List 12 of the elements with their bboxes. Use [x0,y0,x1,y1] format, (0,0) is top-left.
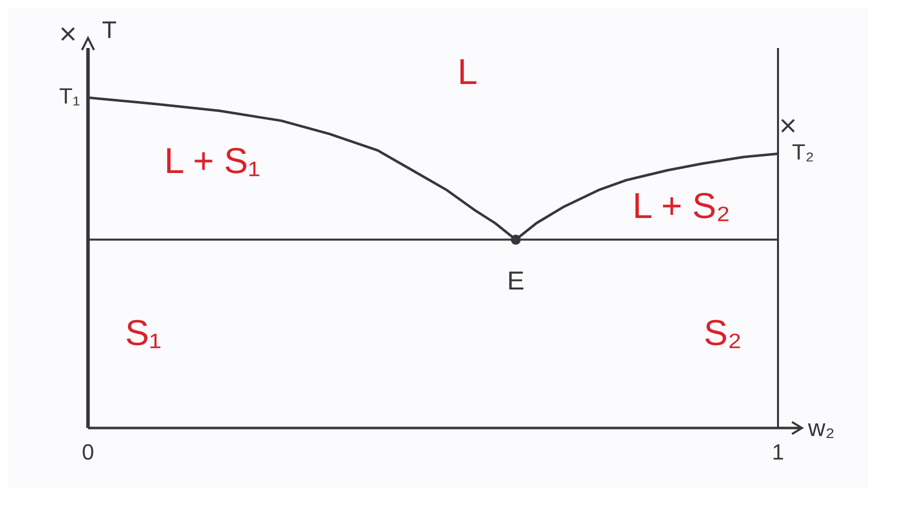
x-axis-title: w₂ [807,415,835,442]
x-tick-label: 1 [772,440,784,465]
annotation: S₂ [704,312,742,353]
annotation: T₂ [792,140,814,165]
x-tick-label: 0 [82,440,94,465]
annotation: T₁ [59,84,80,109]
y-axis-title: T [102,17,117,44]
text: L [457,50,478,92]
annotation: L + S₂ [632,184,730,226]
annotation: L + S₁ [164,140,260,182]
annotation: S₁ [125,312,162,353]
annotation: E [507,266,524,296]
